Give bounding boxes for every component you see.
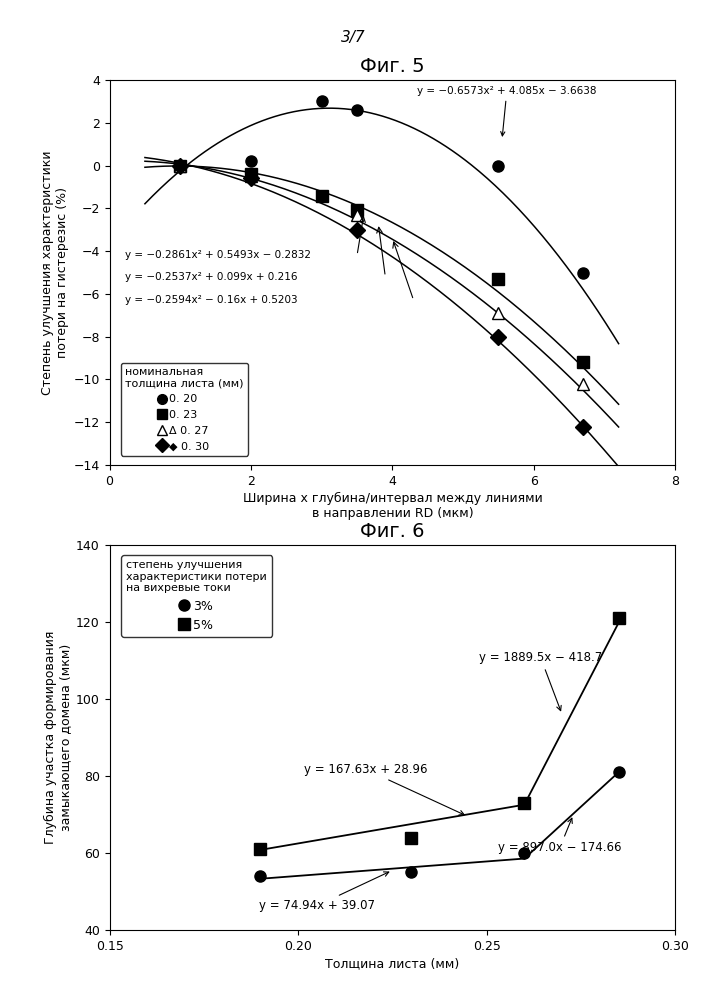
Y-axis label: Степень улучшения характеристики
потери на гистерезис (%): Степень улучшения характеристики потери …: [41, 150, 69, 395]
Legend: 3%, 5%: 3%, 5%: [122, 555, 272, 637]
Text: y = 897.0x − 174.66: y = 897.0x − 174.66: [498, 818, 621, 854]
Title: Фиг. 6: Фиг. 6: [360, 522, 425, 541]
Title: Фиг. 5: Фиг. 5: [360, 57, 425, 76]
Text: y = 74.94x + 39.07: y = 74.94x + 39.07: [259, 872, 389, 912]
Text: y = −0.2861x² + 0.5493x − 0.2832: y = −0.2861x² + 0.5493x − 0.2832: [125, 250, 311, 260]
Text: y = −0.2594x² − 0.16x + 0.5203: y = −0.2594x² − 0.16x + 0.5203: [125, 295, 298, 305]
X-axis label: Толщина листа (мм): Толщина листа (мм): [325, 957, 460, 970]
Text: y = −0.6573x² + 4.085x − 3.6638: y = −0.6573x² + 4.085x − 3.6638: [417, 86, 597, 136]
Text: 3/7: 3/7: [341, 30, 366, 45]
Text: y = 167.63x + 28.96: y = 167.63x + 28.96: [304, 763, 464, 815]
Y-axis label: Глубина участка формирования
замыкающего домена (мкм): Глубина участка формирования замыкающего…: [44, 631, 72, 844]
X-axis label: Ширина x глубина/интервал между линиями
в направлении RD (мкм): Ширина x глубина/интервал между линиями …: [243, 492, 542, 520]
Legend: 0. 20, 0. 23, Δ 0. 27, ◆ 0. 30: 0. 20, 0. 23, Δ 0. 27, ◆ 0. 30: [121, 363, 248, 456]
Text: y = −0.2537x² + 0.099x + 0.216: y = −0.2537x² + 0.099x + 0.216: [125, 272, 298, 282]
Text: y = 1889.5x − 418.7: y = 1889.5x − 418.7: [479, 651, 602, 711]
